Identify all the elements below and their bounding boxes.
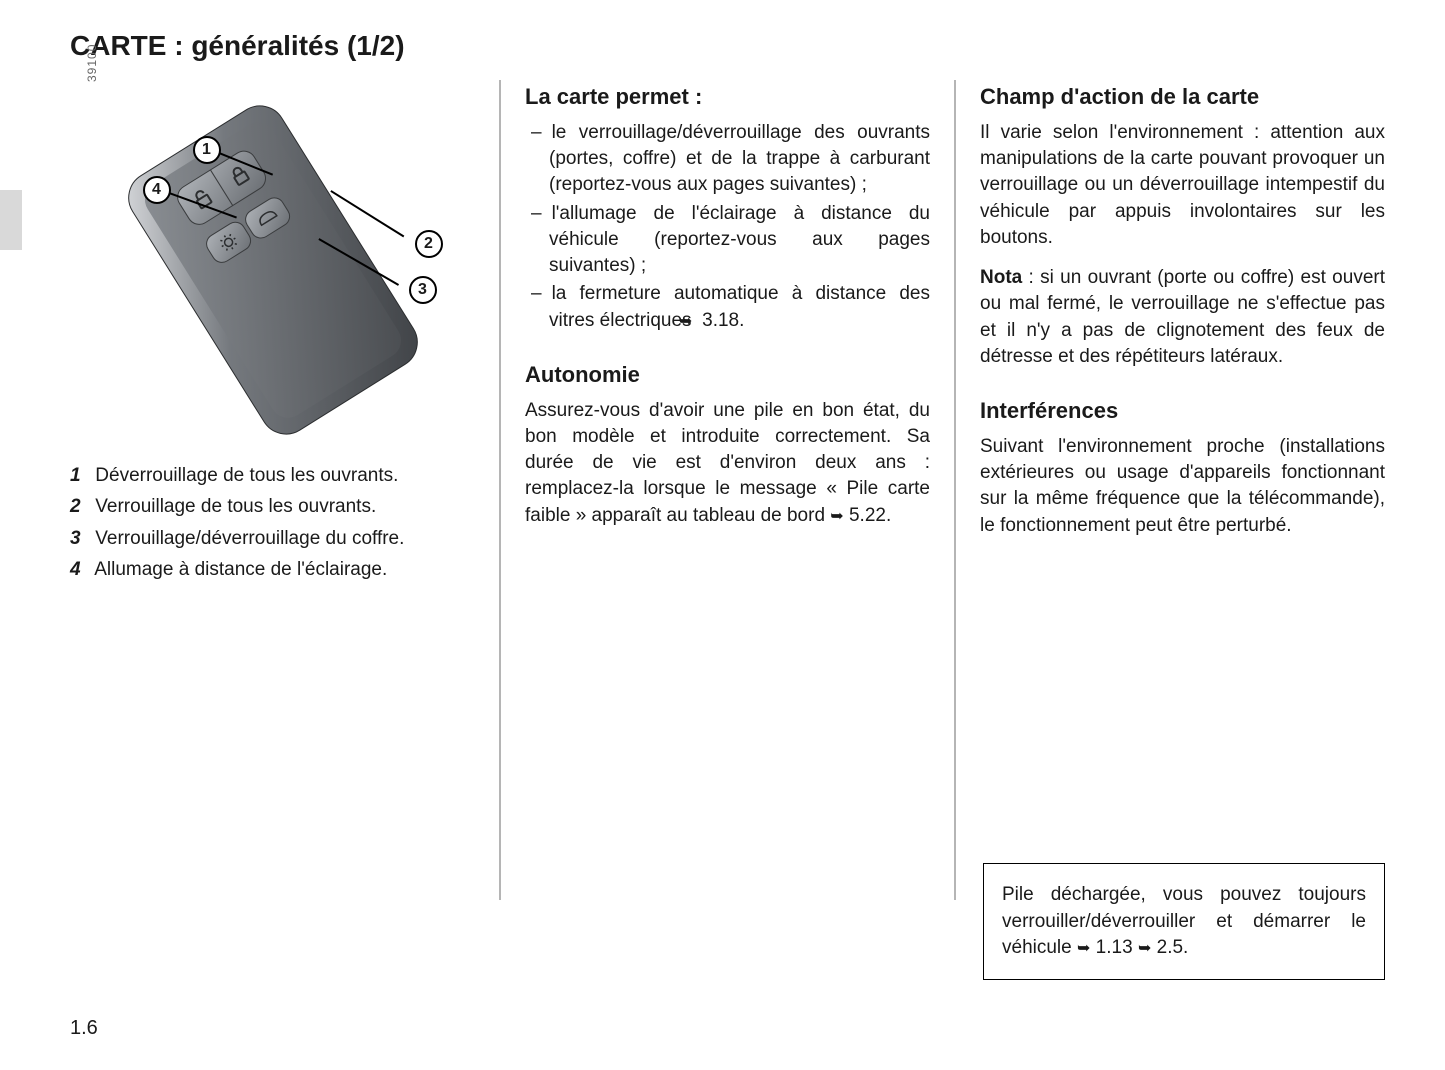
legend-item-3: 3 Verrouillage/déverrouillage du coffre.: [70, 523, 475, 554]
column-1: 39100: [70, 80, 499, 900]
legend-item-2: 2 Verrouillage de tous les ouvrants.: [70, 491, 475, 522]
callout-2: 2: [415, 230, 443, 258]
permet-item-2: l'allumage de l'éclairage à distance du …: [525, 201, 930, 280]
callout-1: 1: [193, 136, 221, 164]
key-card-illustration: [93, 80, 453, 440]
column-layout: 39100: [70, 80, 1385, 900]
arrow-icon: ➥: [1138, 938, 1151, 960]
heading-interferences: Interférences: [980, 398, 1385, 424]
interferences-text: Suivant l'environnement proche (installa…: [980, 434, 1385, 539]
battery-note-box: Pile déchargée, vous pouvez toujours ver…: [983, 863, 1385, 980]
column-2: La carte permet : le verrouillage/déverr…: [501, 80, 954, 900]
heading-champ: Champ d'action de la carte: [980, 84, 1385, 110]
column-3: Champ d'action de la carte Il varie selo…: [956, 80, 1385, 900]
heading-permet: La carte permet :: [525, 84, 930, 110]
legend-item-1: 1 Déverrouillage de tous les ouvrants.: [70, 460, 475, 491]
champ-text: Il varie selon l'environnement : attenti…: [980, 120, 1385, 251]
figure-legend: 1 Déverrouillage de tous les ouvrants. 2…: [70, 460, 475, 585]
key-card-figure: 39100: [93, 80, 453, 440]
page-number: 1.6: [70, 1017, 98, 1040]
arrow-icon: ➥: [830, 506, 843, 528]
nota-text: Nota : si un ouvrant (porte ou coffre) e…: [980, 265, 1385, 370]
arrow-icon: ➥: [1077, 938, 1090, 960]
autonomie-text: Assurez-vous d'avoir une pile en bon éta…: [525, 398, 930, 529]
page-title: CARTE : généralités (1/2): [70, 30, 1385, 62]
side-tab: [0, 190, 22, 250]
heading-autonomie: Autonomie: [525, 362, 930, 388]
permet-item-3: la fermeture automatique à distance des …: [525, 281, 930, 333]
legend-item-4: 4 Allumage à distance de l'éclairage.: [70, 554, 475, 585]
callout-3: 3: [409, 276, 437, 304]
permet-list: le verrouillage/déverrouillage des ouvra…: [525, 120, 930, 334]
permet-item-1: le verrouillage/déverrouillage des ouvra…: [525, 120, 930, 199]
image-reference-number: 39100: [85, 44, 99, 82]
manual-page: CARTE : généralités (1/2) 39100: [0, 0, 1445, 1070]
callout-4: 4: [143, 176, 171, 204]
